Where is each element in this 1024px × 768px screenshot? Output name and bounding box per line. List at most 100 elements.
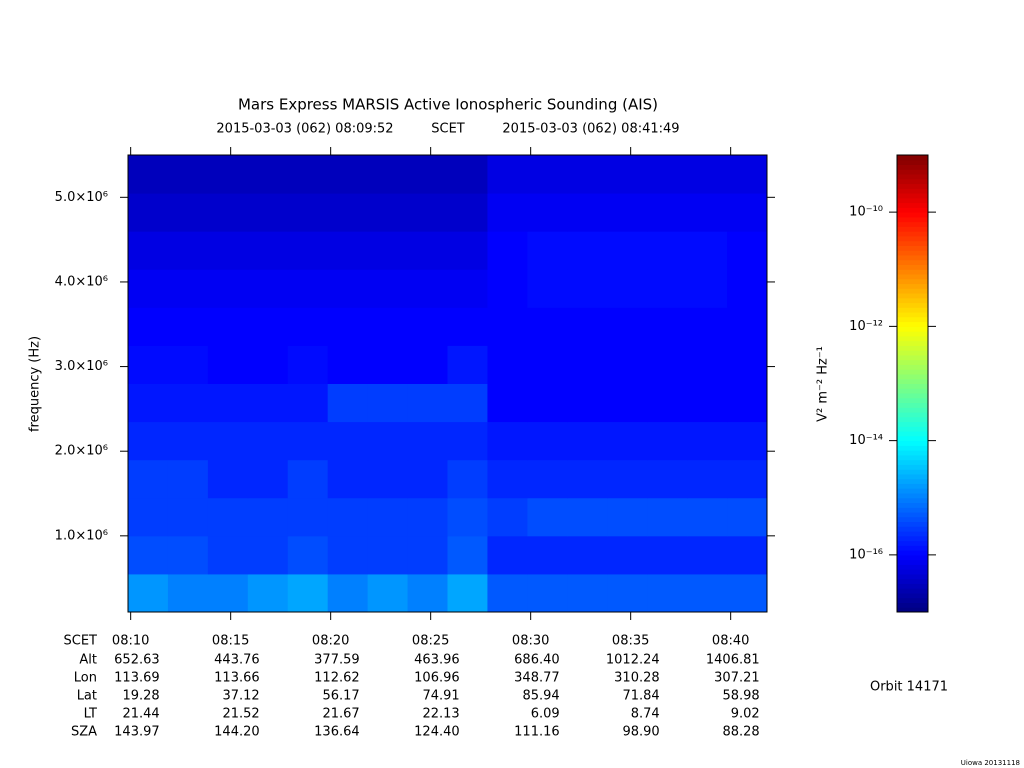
y-axis-label: frequency (Hz) xyxy=(28,336,43,432)
heatmap-cell xyxy=(407,421,448,461)
heatmap-cell xyxy=(567,459,608,499)
heatmap-cell xyxy=(687,459,728,499)
heatmap-cell xyxy=(327,497,369,537)
colorbar-swatch xyxy=(897,231,928,237)
heatmap-cell xyxy=(167,307,209,346)
colorbar-swatch xyxy=(897,202,928,208)
heatmap-cell xyxy=(567,193,608,232)
heatmap-cell xyxy=(647,573,688,613)
heatmap-cell xyxy=(567,269,608,308)
heatmap-cell xyxy=(207,345,249,384)
colorbar-swatch xyxy=(897,307,928,313)
heatmap-cell xyxy=(687,535,728,575)
heatmap-cell xyxy=(327,573,369,613)
heatmap-cell xyxy=(727,155,768,194)
ephemeris-value: 21.67 xyxy=(322,707,359,722)
heatmap-cell xyxy=(247,383,289,423)
ephemeris-value: 144.20 xyxy=(214,725,260,740)
colorbar-swatch xyxy=(897,174,928,180)
ephemeris-value: 113.66 xyxy=(214,671,260,686)
heatmap-cell xyxy=(447,535,488,575)
heatmap-cell xyxy=(727,421,768,461)
heatmap-cell xyxy=(647,307,688,346)
ephemeris-value: 1012.24 xyxy=(606,653,660,668)
heatmap-cell xyxy=(247,155,289,194)
ephemeris-row-label: LT xyxy=(84,707,97,722)
y-tick-label: 2.0×10⁶ xyxy=(55,444,108,459)
heatmap-cell xyxy=(207,421,249,461)
heatmap-cell xyxy=(607,231,648,270)
ephemeris-value: 377.59 xyxy=(314,653,360,668)
heatmap-cell xyxy=(167,345,209,384)
heatmap-cell xyxy=(207,573,249,613)
colorbar-swatch xyxy=(897,573,928,580)
heatmap-cell xyxy=(527,459,568,499)
x-tick-label: 08:35 xyxy=(612,634,649,649)
heatmap-cell xyxy=(487,421,528,461)
heatmap-cell xyxy=(487,459,528,499)
heatmap-cell xyxy=(727,459,768,499)
colorbar-swatch xyxy=(897,554,928,561)
heatmap-cell xyxy=(327,231,369,270)
colorbar-swatch xyxy=(897,488,928,494)
heatmap-cell xyxy=(527,231,568,270)
colorbar-swatch xyxy=(897,259,928,265)
heatmap-cell xyxy=(167,497,209,537)
colorbar-swatch xyxy=(897,592,928,599)
subtitle-label: SCET xyxy=(431,122,465,137)
heatmap-cell xyxy=(247,535,289,575)
heatmap-cell xyxy=(447,497,488,537)
colorbar-swatch xyxy=(897,293,928,299)
heatmap-cell xyxy=(128,231,169,270)
colorbar-swatch xyxy=(897,193,928,199)
subtitle-end: 2015-03-03 (062) 08:41:49 xyxy=(502,122,679,137)
heatmap-cell xyxy=(407,307,448,346)
heatmap-cell xyxy=(527,573,568,613)
heatmap-cell xyxy=(287,345,329,384)
heatmap-cell xyxy=(167,573,209,613)
heatmap-cell xyxy=(128,269,169,308)
heatmap-cell xyxy=(647,383,688,423)
heatmap-cell xyxy=(207,155,249,194)
colorbar-swatch xyxy=(897,312,928,318)
heatmap-cell xyxy=(727,345,768,384)
ephemeris-value: 21.44 xyxy=(122,707,159,722)
colorbar-swatch xyxy=(897,535,928,542)
heatmap-cell xyxy=(567,383,608,423)
heatmap-cell xyxy=(327,345,369,384)
ephemeris-value: 6.09 xyxy=(531,707,560,722)
heatmap-cell xyxy=(327,535,369,575)
colorbar-swatch xyxy=(897,564,928,570)
colorbar-swatch xyxy=(897,550,928,556)
colorbar-swatch xyxy=(897,516,928,523)
colorbar-swatch xyxy=(897,264,928,270)
heatmap-cell xyxy=(687,345,728,384)
heatmap-cell xyxy=(367,307,409,346)
ephemeris-row-label: Lat xyxy=(77,689,97,704)
heatmap-cell xyxy=(407,573,448,613)
heatmap-cell xyxy=(567,231,608,270)
colorbar-swatch xyxy=(897,445,928,451)
ephemeris-value: 8.74 xyxy=(631,707,660,722)
heatmap-cell xyxy=(327,269,369,308)
colorbar-swatch xyxy=(897,183,928,189)
heatmap-cell xyxy=(128,307,169,346)
heatmap-cell xyxy=(607,155,648,194)
colorbar-swatch xyxy=(897,407,928,413)
heatmap-cell xyxy=(527,535,568,575)
heatmap-cell xyxy=(367,231,409,270)
colorbar-swatch xyxy=(897,359,928,365)
heatmap-cell xyxy=(367,459,409,499)
colorbar-swatch xyxy=(897,216,928,223)
colorbar-swatch xyxy=(897,507,928,513)
heatmap-cell xyxy=(687,231,728,270)
heatmap-cell xyxy=(567,155,608,194)
heatmap-cell xyxy=(327,459,369,499)
colorbar-swatch xyxy=(897,197,928,204)
colorbar-swatch xyxy=(897,502,928,508)
heatmap-cell xyxy=(247,497,289,537)
colorbar-swatch xyxy=(897,388,928,394)
heatmap-cell xyxy=(287,459,329,499)
heatmap-cell xyxy=(487,231,528,270)
colorbar-swatch xyxy=(897,483,928,489)
